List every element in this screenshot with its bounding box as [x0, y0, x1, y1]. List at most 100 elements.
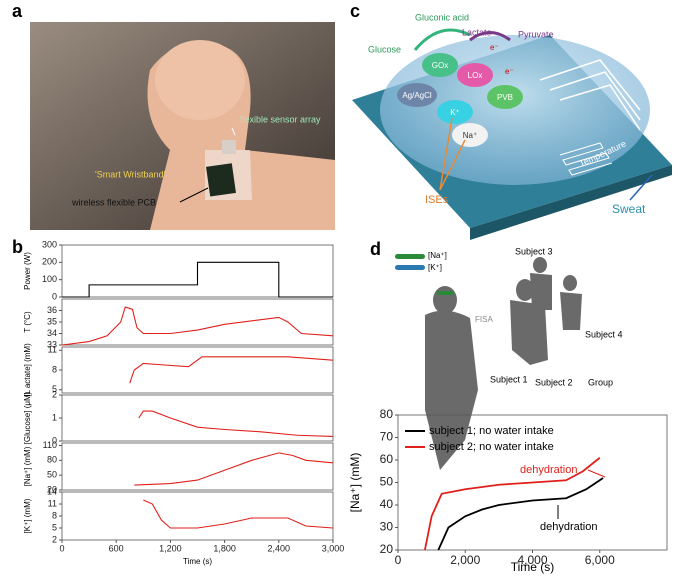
x-tick-label: 2,000 — [450, 553, 480, 567]
y-tick-label: 1 — [52, 412, 57, 422]
annotation: Group — [588, 377, 613, 387]
y-tick-label: 20 — [47, 484, 57, 494]
y-tick-label: 33 — [47, 339, 57, 349]
x-tick-label: 2,400 — [268, 543, 291, 553]
y-tick-label: 0 — [52, 435, 57, 445]
plot-frame — [61, 491, 334, 541]
y-tick-label: 5 — [52, 522, 57, 532]
y-tick-label: 40 — [380, 497, 394, 511]
y-axis-label: [Na⁺] (mM) — [348, 453, 362, 513]
panel-label: d — [370, 239, 381, 259]
annotation: dehydration — [540, 521, 598, 533]
y-tick-label: 11 — [48, 498, 57, 508]
y-tick-label: 80 — [380, 407, 394, 421]
annotation: K⁺ — [450, 108, 460, 117]
panel-label: c — [350, 1, 360, 21]
annotation: Na⁺ — [463, 131, 477, 140]
y-axis-label: T (°C) — [23, 311, 32, 333]
y-tick-label: 14 — [47, 486, 57, 496]
panel-label: a — [12, 1, 23, 21]
annotation: Subject 3 — [515, 246, 553, 256]
annotation: ISEs — [425, 194, 449, 206]
annotation: GOx — [432, 61, 448, 70]
annotation: Lactate — [462, 27, 492, 37]
annotation: flexible sensor array — [240, 114, 321, 124]
y-axis-label: [Glucose] (μM) — [23, 391, 32, 444]
y-tick-label: 300 — [42, 239, 57, 249]
data-line — [61, 306, 334, 346]
y-tick-label: 110 — [43, 440, 57, 450]
y-tick-label: 11 — [48, 345, 57, 355]
y-tick-label: 80 — [47, 455, 57, 465]
y-tick-label: 34 — [47, 328, 57, 338]
annotation: Sweat — [612, 202, 646, 216]
plot-frame — [61, 298, 334, 346]
annotation: [K⁺] — [428, 263, 442, 272]
x-tick-label: 3,000 — [322, 543, 345, 553]
annotation: Pyruvate — [518, 29, 554, 39]
plot-frame — [61, 442, 334, 491]
y-tick-label: 2 — [52, 534, 57, 544]
data-line — [138, 410, 334, 437]
annotation: wireless flexible PCB — [71, 197, 156, 207]
x-tick-label: 1,800 — [213, 543, 236, 553]
panel-label: b — [12, 237, 23, 257]
annotation: Glucose — [368, 44, 401, 54]
plot-frame — [61, 394, 334, 442]
x-tick-label: 4,000 — [517, 553, 547, 567]
data-line — [134, 452, 334, 486]
data-line — [62, 261, 333, 298]
x-tick-label: 6,000 — [585, 553, 615, 567]
y-tick-label: 8 — [52, 510, 57, 520]
y-tick-label: 60 — [380, 452, 394, 466]
legend-label: subject 2; no water intake — [429, 441, 554, 453]
y-tick-label: 36 — [47, 305, 57, 315]
photo — [30, 22, 335, 231]
annotation: [Na⁺] — [428, 251, 447, 260]
y-tick-label: 35 — [47, 316, 57, 326]
y-axis-label: [L actate] (mM) — [23, 343, 32, 397]
runners-illustration — [395, 254, 582, 470]
data-line — [424, 457, 601, 551]
plot-frame — [61, 346, 334, 394]
annotation: Subject 1 — [490, 374, 528, 384]
y-tick-label: 50 — [380, 475, 394, 489]
annotation: Subject 2 — [535, 377, 573, 387]
y-tick-label: 50 — [47, 470, 57, 480]
y-tick-label: 200 — [42, 257, 57, 267]
y-tick-label: 5 — [52, 384, 57, 394]
y-tick-label: 100 — [42, 274, 57, 284]
device-illustration — [352, 28, 672, 240]
y-tick-label: 8 — [52, 364, 57, 374]
x-tick-label: 1,200 — [159, 543, 182, 553]
x-axis-label: Time (s) — [183, 557, 212, 566]
legend-label: subject 1; no water intake — [429, 425, 554, 437]
x-tick-label: 0 — [395, 553, 402, 567]
annotation: Subject 4 — [585, 329, 623, 339]
y-tick-label: 20 — [380, 542, 394, 556]
y-axis-label: Power (W) — [23, 252, 32, 290]
annotation: dehydration — [520, 464, 578, 476]
y-tick-label: 30 — [380, 520, 394, 534]
annotation: Gluconic acid — [415, 12, 469, 22]
annotation: PVB — [497, 93, 513, 102]
annotation: Ag/AgCl — [402, 91, 432, 100]
annotation: FISA — [475, 315, 493, 324]
data-line — [437, 477, 604, 551]
x-tick-label: 600 — [109, 543, 124, 553]
x-tick-label: 0 — [59, 543, 64, 553]
x-axis-label: Time (s) — [511, 560, 555, 574]
y-axis-label: [K⁺] (mM) — [23, 498, 32, 533]
data-line — [129, 356, 334, 384]
annotation: 'Smart Wristband' — [95, 169, 166, 179]
annotation: e⁻ — [505, 67, 514, 76]
annotation: LOx — [468, 71, 483, 80]
plot-frame — [61, 244, 334, 298]
annotation: e⁻ — [490, 43, 499, 52]
annotation-arrow — [587, 469, 606, 478]
y-tick-label: 0 — [52, 291, 57, 301]
y-tick-label: 70 — [380, 430, 394, 444]
y-axis-label: [Na⁺] (mM) — [23, 446, 32, 486]
y-tick-label: 2 — [52, 389, 57, 399]
